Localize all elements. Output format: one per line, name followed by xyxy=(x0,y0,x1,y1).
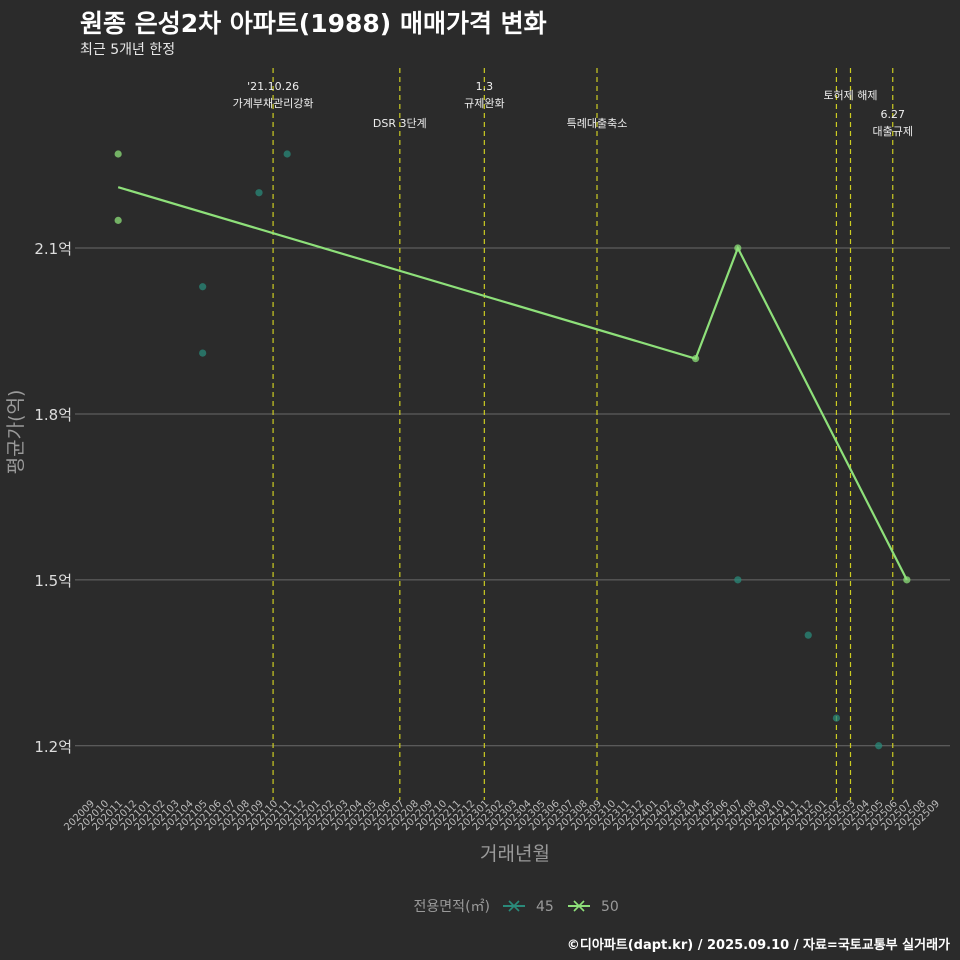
series-50-point xyxy=(114,216,122,224)
series-50-point xyxy=(734,244,742,252)
series-45-point xyxy=(832,714,841,722)
event-label: '21.10.26 가계부채관리강화 xyxy=(233,80,314,110)
y-tick-label: 1.2억 xyxy=(34,738,72,756)
data-series xyxy=(114,150,911,750)
x-axis-ticks: 2020092020102020112020122021012021022021… xyxy=(62,798,942,833)
legend-title: 전용면적(㎡) xyxy=(414,899,490,915)
y-tick-label: 1.8억 xyxy=(34,406,72,424)
series-45-point xyxy=(875,742,883,750)
event-label: 1.3 규제완화 xyxy=(464,80,504,110)
series-50-point xyxy=(114,150,122,158)
y-tick-label: 2.1억 xyxy=(34,240,72,258)
event-label: DSR 3단계 xyxy=(373,117,427,130)
legend-marker-50 xyxy=(573,900,585,912)
series-50-point xyxy=(903,576,911,584)
series-50-line xyxy=(117,186,908,581)
series-45-point xyxy=(199,349,207,357)
event-label: 6.27 대출규제 xyxy=(873,108,913,138)
footer-credit: ©디아파트(dapt.kr) / 2025.09.10 / 자료=국토교통부 실… xyxy=(566,938,950,953)
chart-subtitle: 최근 5개년 한정 xyxy=(80,42,176,58)
y-tick-label: 1.5억 xyxy=(34,572,72,590)
y-axis-title: 평균가(억) xyxy=(5,390,27,475)
gridlines xyxy=(75,247,950,747)
legend-marker-45 xyxy=(508,900,520,912)
series-45-point xyxy=(255,189,263,197)
event-label: 특례대출축소 xyxy=(567,117,628,130)
chart-title: 원종 은성2차 아파트(1988) 매매가격 변화 xyxy=(80,9,547,38)
y-axis-ticks: 1.2억 1.5억 1.8억 2.1억 xyxy=(34,240,72,756)
x-axis-title: 거래년월 xyxy=(480,843,550,865)
event-label: 토허제 해제 xyxy=(823,88,877,102)
series-45-point xyxy=(804,631,812,639)
series-45-point xyxy=(283,150,291,158)
series-45-point xyxy=(734,576,742,584)
series-45-point xyxy=(199,283,207,291)
legend: 전용면적(㎡) 45 50 xyxy=(414,899,619,915)
legend-label-50: 50 xyxy=(601,899,619,915)
series-50-point xyxy=(691,355,700,363)
legend-label-45: 45 xyxy=(536,899,554,915)
